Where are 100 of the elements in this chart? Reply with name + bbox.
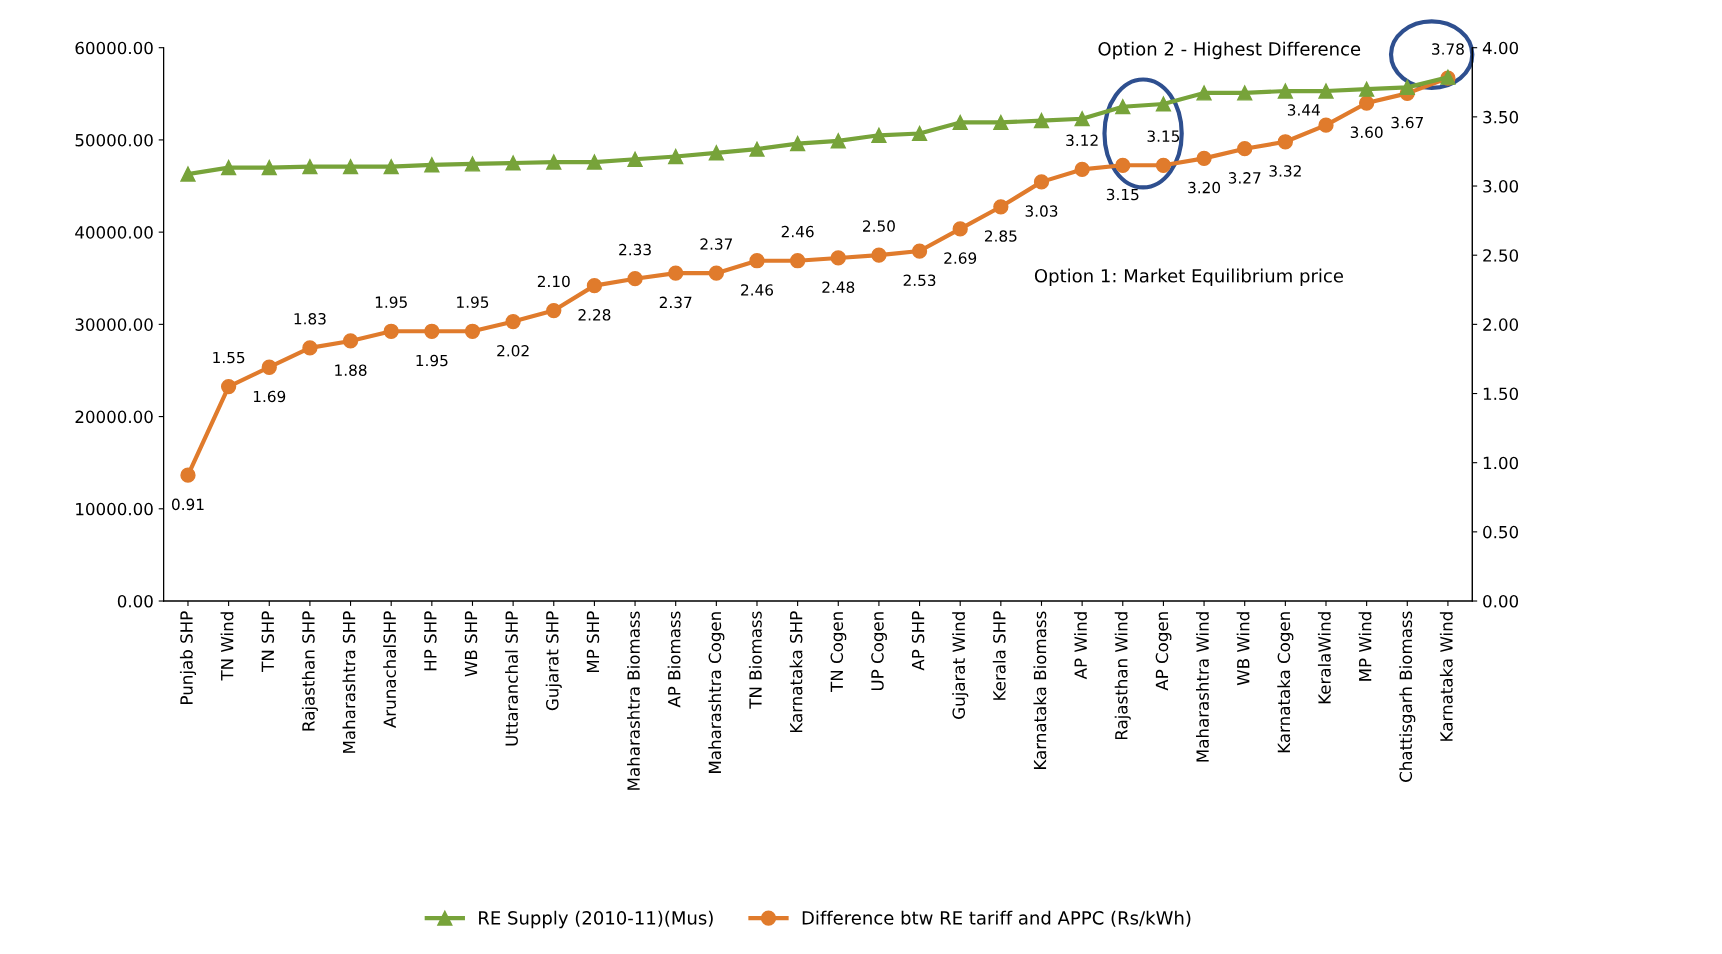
point (1074, 161, 1090, 178)
point (546, 154, 562, 170)
data-label: 2.46 (741, 284, 774, 296)
point (830, 250, 846, 266)
x-tick-label: TN Wind (220, 612, 234, 681)
point (1399, 79, 1415, 95)
point (789, 135, 806, 152)
x-tick-label: Rajasthan SHP (301, 611, 318, 731)
data-label: 3.32 (1269, 165, 1301, 177)
point (952, 114, 968, 131)
x-tick-label: Uttaranchal SHP (505, 611, 518, 746)
point (302, 159, 318, 175)
point (546, 302, 562, 319)
data-label: 1.69 (253, 390, 286, 403)
data-label: 2.69 (944, 252, 977, 264)
x-tick-label: Karnataka Biomass (1033, 611, 1047, 769)
point (830, 133, 846, 149)
data-label: 3.15 (1106, 188, 1139, 201)
data-label: 2.37 (659, 296, 692, 309)
data-label: 1.95 (375, 296, 407, 308)
data-label: 2.46 (781, 225, 814, 238)
y2-tick-label: 0.50 (1483, 525, 1519, 539)
x-tick-label: Karnataka SHP (789, 611, 803, 733)
x-tick-label: AP Biomass (667, 611, 681, 708)
point (911, 125, 928, 142)
y2-tick-label: 3.00 (1483, 179, 1519, 193)
data-label: 2.10 (537, 275, 570, 288)
point (1033, 174, 1050, 190)
x-tick-label: Maharashtra Wind (1196, 612, 1209, 762)
x-tick-label: Chattisgarh Biomass (1399, 611, 1416, 782)
y2-tick-label: 2.00 (1483, 318, 1519, 331)
point (1237, 141, 1253, 157)
data-label: 3.27 (1228, 172, 1261, 184)
point (1318, 117, 1334, 133)
point (668, 265, 684, 281)
point (586, 277, 603, 294)
y-tick-label: 10000.00 (76, 502, 153, 516)
point (1277, 83, 1293, 99)
point (993, 114, 1009, 131)
point (180, 166, 196, 182)
point (708, 265, 724, 281)
point (1155, 157, 1172, 173)
point (1074, 111, 1090, 127)
x-tick-label: Punjab SHP (179, 611, 197, 704)
point (1358, 95, 1375, 111)
point (1115, 157, 1131, 173)
point (993, 199, 1009, 215)
x-tick-label: UP Cogen (871, 612, 887, 691)
point (1196, 150, 1212, 167)
data-label: 1.83 (294, 312, 326, 325)
data-label: 3.60 (1350, 126, 1383, 139)
point (505, 313, 521, 330)
point (1277, 134, 1293, 150)
data-label: 1.88 (335, 364, 367, 376)
point (586, 154, 603, 170)
data-label: 3.67 (1391, 116, 1423, 129)
x-tick-label: AP SHP (911, 611, 925, 671)
x-tick-label: Kerala SHP (992, 611, 1006, 700)
x-tick-label: Gujarat SHP (545, 611, 562, 711)
data-label: 2.37 (700, 238, 733, 250)
x-tick-label: WB Wind (1236, 612, 1250, 686)
y-tick-label: 60000.00 (75, 41, 153, 55)
data-label: 2.85 (984, 230, 1017, 242)
y-tick-label: 40000.00 (75, 226, 153, 239)
point (1318, 83, 1334, 99)
data-label: 1.95 (416, 354, 448, 367)
point (342, 333, 359, 349)
y2-tick-label: 3.50 (1483, 110, 1519, 124)
point (1358, 81, 1375, 97)
point (627, 151, 643, 167)
data-label: 1.95 (457, 296, 489, 308)
data-label: 3.15 (1147, 130, 1180, 142)
legend-label: Difference btw RE tariff and APPC (Rs/kWh) (802, 910, 1191, 927)
x-tick-label: AP Wind (1074, 612, 1087, 680)
x-tick-label: Karnataka Cogen (1277, 612, 1294, 753)
data-label: 2.33 (619, 243, 651, 256)
point (464, 323, 481, 339)
x-tick-label: MP SHP (586, 611, 600, 672)
point (871, 247, 887, 263)
x-tick-label: WB SHP (464, 611, 478, 677)
y2-tick-label: 2.50 (1483, 249, 1519, 262)
point (1237, 85, 1253, 101)
point (1033, 112, 1050, 129)
x-tick-label: Gujarat Wind (952, 612, 969, 719)
x-tick-label: HP SHP (424, 611, 437, 671)
x-tick-label: TN Biomass (748, 611, 762, 709)
point (383, 159, 399, 175)
x-tick-label: Rajasthan Wind (1114, 612, 1131, 740)
x-tick-label: Maharashtra SHP (342, 611, 356, 753)
data-label: 0.91 (171, 498, 204, 511)
data-label: 3.78 (1432, 43, 1464, 55)
data-label: 3.12 (1066, 134, 1098, 147)
x-tick-label: Maharashtra Cogen (708, 612, 725, 773)
point (464, 156, 481, 172)
x-tick-label: TN Cogen (830, 612, 847, 692)
x-tick-label: ArunachalSHP (383, 611, 397, 728)
point (749, 141, 765, 157)
point (302, 340, 318, 356)
y2-tick-label: 4.00 (1482, 41, 1519, 55)
data-label: 2.28 (578, 309, 611, 321)
